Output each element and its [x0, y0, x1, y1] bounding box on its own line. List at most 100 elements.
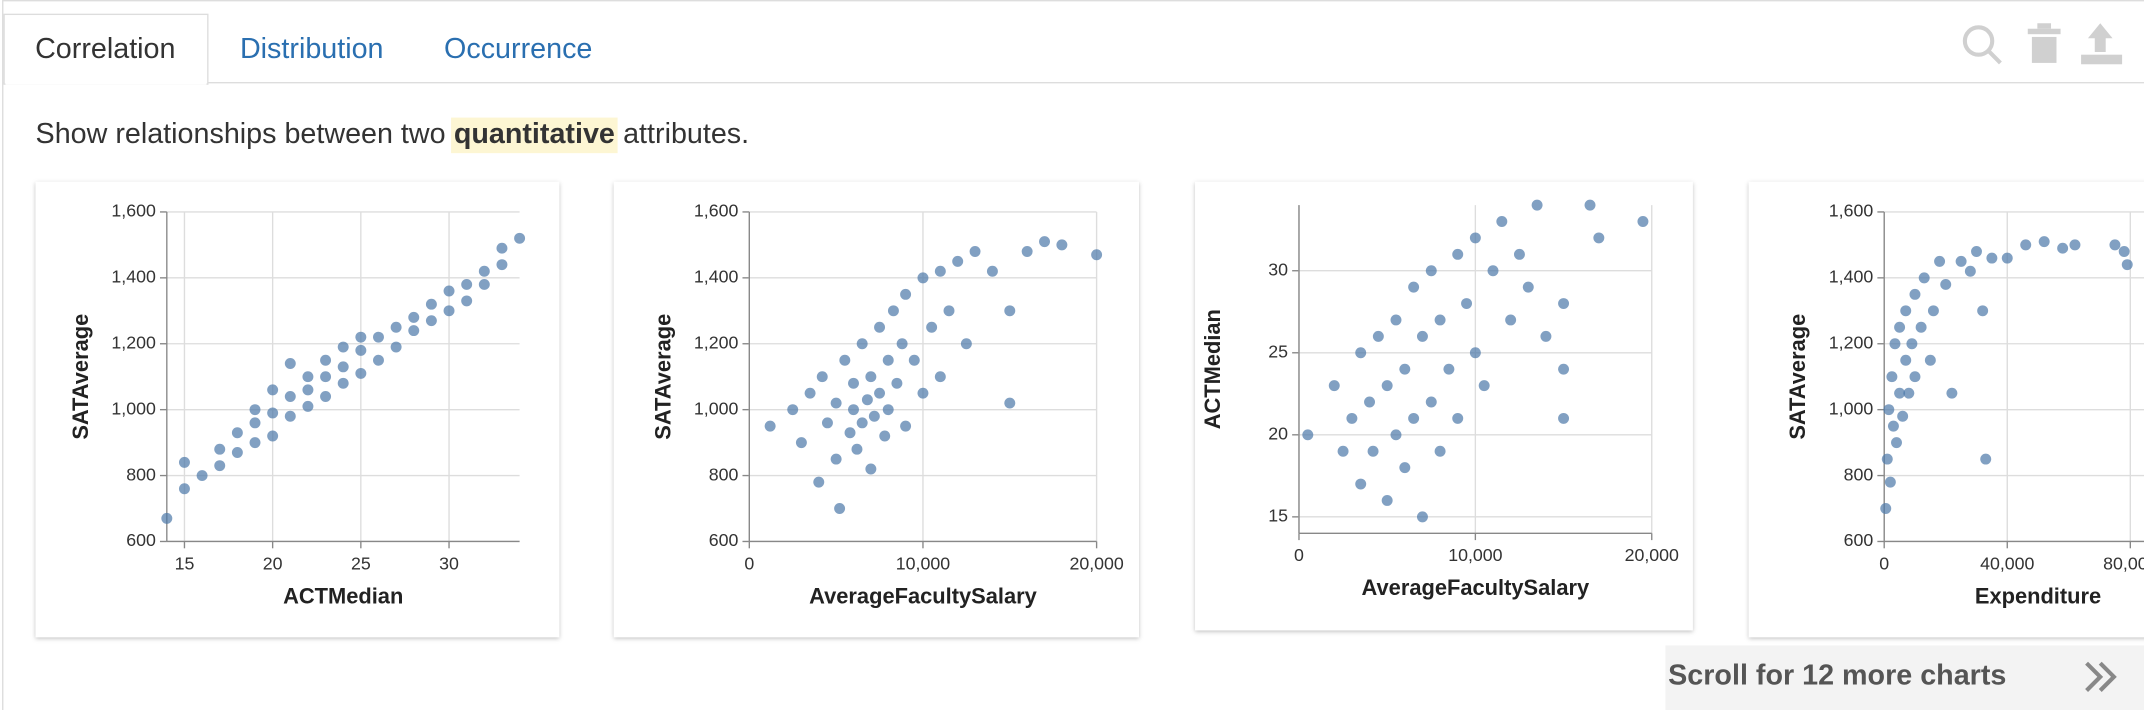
- point: [2020, 239, 2032, 251]
- point: [1302, 429, 1314, 441]
- point: [1039, 236, 1050, 248]
- point: [373, 354, 384, 366]
- point: [2057, 242, 2069, 254]
- point: [337, 361, 349, 373]
- chart: 600 800 1,000 1,200 1,400 1,600 0 40,000 80,000E…: [1748, 181, 2144, 638]
- tab[interactable]: Correlation: [35, 33, 175, 65]
- x-tick-label: 0: [1294, 545, 1304, 565]
- point: [848, 404, 859, 416]
- point: [900, 420, 912, 432]
- point: [1886, 371, 1898, 383]
- point: [478, 278, 490, 290]
- point: [830, 397, 842, 409]
- point: [1887, 420, 1899, 432]
- x-tick-label: 15: [175, 553, 195, 573]
- point: [496, 242, 508, 254]
- point: [1425, 396, 1437, 408]
- point: [1584, 199, 1596, 211]
- point: [943, 305, 955, 317]
- y-tick-label: 600: [126, 530, 156, 550]
- description-keyword: quantitative: [454, 118, 615, 150]
- point: [874, 321, 886, 333]
- point: [1004, 305, 1016, 317]
- point: [214, 460, 226, 472]
- point: [882, 404, 894, 416]
- point: [1434, 445, 1446, 457]
- point: [952, 255, 964, 267]
- active-tab[interactable]: [3, 13, 209, 85]
- point: [856, 417, 868, 429]
- delete-icon[interactable]: [2027, 23, 2061, 63]
- point: [1364, 396, 1376, 408]
- point: [813, 476, 825, 488]
- point: [1372, 330, 1384, 342]
- point: [1004, 397, 1016, 409]
- y-axis-title: SATAverage: [68, 314, 93, 440]
- point: [425, 298, 437, 310]
- point: [1337, 445, 1349, 457]
- point: [1381, 494, 1393, 506]
- point: [1469, 232, 1481, 244]
- point: [1399, 363, 1411, 375]
- point: [1355, 478, 1367, 490]
- point: [1909, 371, 1921, 383]
- point: [1558, 412, 1570, 424]
- point: [320, 371, 332, 383]
- point: [320, 391, 332, 402]
- y-tick-label: 25: [1268, 341, 1288, 361]
- point: [1399, 462, 1411, 474]
- scroll-chevrons[interactable]: [2085, 661, 2117, 692]
- point: [408, 311, 420, 323]
- x-tick-label: 25: [351, 553, 371, 573]
- point: [1894, 321, 1906, 333]
- point: [804, 387, 816, 399]
- y-tick-label: 1,000: [694, 398, 739, 418]
- y-axis-title: SATAverage: [650, 314, 675, 440]
- y-tick-label: 800: [709, 464, 739, 484]
- point: [2069, 239, 2081, 251]
- point: [373, 331, 384, 343]
- point: [267, 384, 279, 396]
- point: [284, 410, 296, 422]
- point: [908, 354, 920, 366]
- point: [816, 371, 828, 383]
- point: [1478, 380, 1490, 392]
- y-tick-label: 600: [1844, 530, 1874, 550]
- point: [1452, 248, 1464, 260]
- chart: 600 800 1,000 1,200 1,400 1,600 0 10,000 20,000 A…: [613, 181, 1139, 638]
- x-tick-label: 20: [263, 553, 283, 573]
- point: [1918, 272, 1930, 284]
- y-tick-label: 1,400: [1829, 267, 1874, 287]
- point: [1906, 338, 1918, 350]
- y-axis-title: ACTMedian: [1200, 309, 1225, 429]
- tab[interactable]: Occurrence: [444, 33, 592, 65]
- search-icon[interactable]: [1962, 25, 2002, 65]
- point: [2038, 236, 2050, 248]
- x-tick-label: 0: [744, 553, 754, 573]
- y-tick-label: 1,600: [1829, 201, 1874, 221]
- point: [1408, 412, 1420, 424]
- point: [1934, 255, 1946, 267]
- point: [900, 288, 912, 300]
- point: [478, 265, 490, 277]
- point: [764, 420, 776, 432]
- point: [390, 321, 402, 333]
- point: [1980, 453, 1992, 465]
- point: [1927, 305, 1939, 317]
- export-icon[interactable]: [2081, 23, 2123, 65]
- point: [320, 354, 332, 366]
- scroll-hint[interactable]: [1665, 645, 2144, 710]
- chart: 600 800 1,000 1,200 1,400 1,600 15 20 25 30 ACTMed…: [35, 181, 560, 638]
- y-axis-title: SATAverage: [1785, 314, 1810, 440]
- y-tick-label: 20: [1268, 424, 1288, 444]
- point: [249, 437, 261, 449]
- scroll-text[interactable]: Scroll for 12 more charts: [1668, 659, 2006, 691]
- point: [1416, 511, 1428, 523]
- y-tick-label: 1,600: [111, 201, 156, 221]
- tab[interactable]: Distribution: [240, 33, 384, 65]
- point: [178, 483, 190, 495]
- point: [355, 331, 367, 343]
- point: [896, 338, 908, 350]
- point: [390, 341, 402, 353]
- y-tick-label: 1,200: [694, 332, 739, 352]
